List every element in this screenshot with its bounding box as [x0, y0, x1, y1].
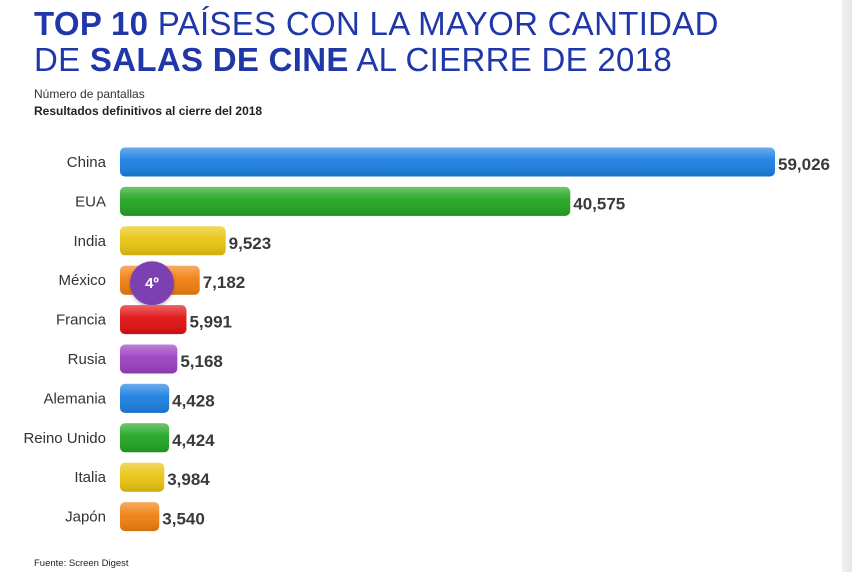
- title-line-2: DE SALAS DE CINE AL CIERRE DE 2018: [34, 42, 719, 78]
- rank-badge-label: 4º: [145, 275, 159, 292]
- bar-gloss-rusia: [120, 344, 178, 374]
- value-label-india: 9,523: [229, 234, 272, 253]
- bar-gloss-reino-unido: [120, 423, 170, 453]
- bar-gloss-alemania: [120, 383, 170, 413]
- value-label-mexico: 7,182: [203, 273, 246, 292]
- value-label-china: 59,026: [778, 155, 830, 174]
- category-label-italia: Italia: [74, 469, 106, 486]
- title-bold-part-2: SALAS DE CINE: [89, 41, 349, 78]
- source-note: Fuente: Screen Digest: [34, 558, 129, 569]
- right-edge-shadow: [842, 0, 852, 572]
- category-label-japon: Japón: [65, 509, 106, 526]
- rank-badge: 4º: [130, 261, 174, 306]
- results-note: Resultados definitivos al cierre del 201…: [34, 104, 263, 118]
- value-label-japon: 3,540: [162, 510, 205, 529]
- bar-gloss-japon: [120, 502, 160, 532]
- value-label-italia: 3,984: [167, 470, 210, 489]
- category-label-reino-unido: Reino Unido: [23, 430, 106, 447]
- value-label-alemania: 4,428: [172, 391, 215, 410]
- bar-gloss-eua: [120, 186, 571, 216]
- chart-title: TOP 10 PAÍSES CON LA MAYOR CANTIDAD DE S…: [34, 6, 719, 78]
- category-label-mexico: México: [58, 272, 106, 289]
- bar-gloss-india: [120, 226, 226, 256]
- category-label-eua: EUA: [75, 193, 106, 210]
- value-label-reino-unido: 4,424: [172, 431, 215, 450]
- category-label-alemania: Alemania: [43, 390, 106, 407]
- value-label-francia: 5,991: [189, 313, 232, 332]
- bar-gloss-francia: [120, 305, 187, 335]
- title-line-1: TOP 10 PAÍSES CON LA MAYOR CANTIDAD: [34, 6, 719, 42]
- bar-gloss-italia: [120, 462, 165, 492]
- rank-badge-circle: [130, 261, 174, 306]
- category-label-francia: Francia: [56, 312, 107, 329]
- bar-gloss-china: [120, 147, 775, 177]
- category-label-rusia: Rusia: [68, 351, 107, 368]
- title-start-part-2: DE: [34, 41, 90, 78]
- measure-label: Número de pantallas: [34, 87, 145, 101]
- value-label-rusia: 5,168: [180, 352, 223, 371]
- bars-group: China 59,026 EUA 40,575 India 9,523 México 7,18…: [23, 147, 830, 532]
- category-label-india: India: [73, 233, 106, 250]
- title-rest-part-2: AL CIERRE DE 2018: [348, 41, 673, 78]
- title-rest-part-1: PAÍSES CON LA MAYOR CANTIDAD: [148, 5, 719, 42]
- title-bold-part-1: TOP 10: [34, 5, 149, 42]
- value-label-eua: 40,575: [573, 194, 625, 213]
- category-label-china: China: [67, 154, 107, 171]
